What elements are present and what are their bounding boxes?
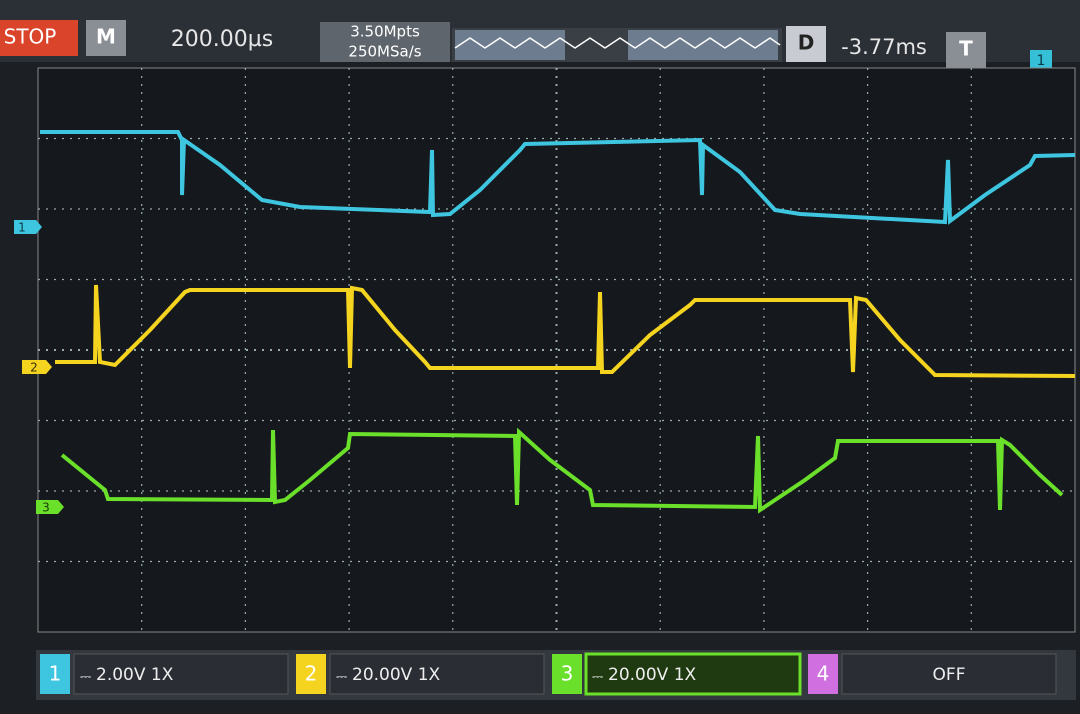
trigger-button[interactable] [946, 32, 986, 68]
delay-button[interactable] [786, 26, 826, 62]
timebase: 200.00µs [171, 27, 273, 52]
mode: M [96, 25, 116, 49]
overview-window [628, 30, 778, 60]
trigger-channel-badge [1030, 50, 1052, 70]
channel-badge [552, 654, 582, 694]
coupling-icon: ⎓ [592, 669, 603, 685]
memory-box [320, 22, 450, 62]
overview-trace [454, 37, 781, 49]
channel-1-marker [14, 220, 42, 234]
channel-1-trace [40, 130, 1076, 225]
channel-2-trace [55, 284, 1076, 378]
coupling-icon: ⎓ [336, 669, 347, 685]
channel-number: 2 [305, 662, 318, 686]
trigger-channel: 1 [1037, 53, 1046, 69]
channel-setting-box[interactable] [841, 653, 1057, 695]
marker-label: 1 [18, 221, 26, 235]
channel-setting: 20.00V 1X [352, 665, 441, 685]
channel-setting-box[interactable] [329, 653, 545, 695]
marker-label: 2 [30, 361, 38, 375]
channel-setting-box[interactable] [73, 653, 289, 695]
sample-rate: 250MSa/s [348, 43, 421, 61]
delay-label: D [798, 31, 815, 55]
channel-3-marker [36, 500, 64, 514]
mode-button[interactable] [86, 20, 126, 56]
channel-3-trace [60, 427, 1064, 514]
channel-number: 1 [49, 662, 62, 686]
channel-badge [296, 654, 326, 694]
channel-number: 4 [817, 662, 830, 686]
delay: -3.77ms [841, 35, 927, 59]
channel-setting: 2.00V 1X [96, 665, 174, 685]
channel-setting-box[interactable] [584, 652, 802, 696]
channel-bar: 1 ⎓ 2.00V 1X 2 ⎓ 20.00V 1X 3 ⎓ 20.00V 1X 4 OFF [40, 652, 1057, 696]
channel-2-marker [22, 360, 52, 374]
memory-depth: 3.50Mpts [350, 23, 420, 41]
channel-badge [808, 654, 838, 694]
grid [38, 68, 1075, 632]
marker-label: 3 [42, 501, 50, 515]
coupling-icon: ⎓ [80, 669, 91, 685]
run-state: STOP [4, 25, 57, 49]
channel-number: 3 [561, 662, 574, 686]
channel-setting: OFF [933, 665, 966, 685]
stop-button[interactable] [0, 20, 78, 56]
channel-badge [40, 654, 70, 694]
trigger-label: T [959, 37, 973, 61]
channel-setting: 20.00V 1X [608, 665, 697, 685]
